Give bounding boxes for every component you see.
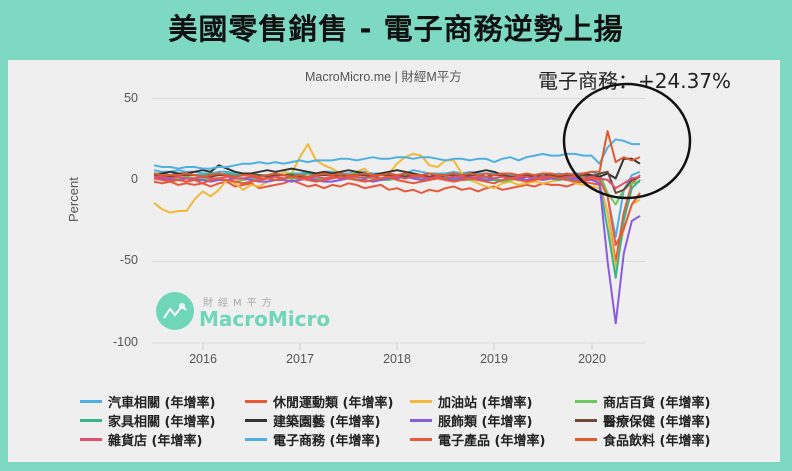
legend-swatch <box>575 437 597 441</box>
x-axis-ticks <box>202 343 593 350</box>
legend-item-food-beverage[interactable]: 食品飲料 (年增率) <box>575 430 740 449</box>
series-line <box>153 174 641 263</box>
legend-item-general-merchandise[interactable]: 商店百貨 (年增率) <box>575 392 740 411</box>
logo-chinese-text: 財經M平方 <box>203 297 277 309</box>
legend-swatch <box>245 418 267 422</box>
legend-swatch <box>410 399 432 403</box>
chart-legend: 汽車相關 (年增率) 休閒運動類 (年增率) 加油站 (年增率) 商店百貨 (年… <box>80 392 720 449</box>
legend-swatch <box>410 418 432 422</box>
ecommerce-annotation: 電子商務：+24.37% <box>538 69 732 93</box>
legend-item-auto[interactable]: 汽車相關 (年增率) <box>80 392 245 411</box>
legend-item-furniture[interactable]: 家具相關 (年增率) <box>80 411 245 430</box>
chart-trend-icon <box>156 292 194 330</box>
ytick-minus100: -100 <box>112 335 138 349</box>
legend-swatch <box>245 399 267 403</box>
macromicro-watermark: 財經M平方 MacroMicro <box>156 292 330 330</box>
series-line <box>153 143 641 271</box>
ytick-50: 50 <box>124 91 138 105</box>
legend-swatch <box>575 418 597 422</box>
legend-swatch <box>80 418 102 422</box>
legend-item-health[interactable]: 醫療保健 (年增率) <box>575 411 740 430</box>
legend-swatch <box>80 399 102 403</box>
series-line <box>154 175 641 325</box>
xtick-2017: 2017 <box>286 352 314 366</box>
legend-swatch <box>80 437 102 441</box>
legend-item-electronics[interactable]: 電子產品 (年增率) <box>410 430 575 449</box>
legend-swatch <box>245 437 267 441</box>
xtick-2019: 2019 <box>480 352 508 366</box>
legend-swatch <box>575 399 597 403</box>
legend-item-grocery[interactable]: 雜貨店 (年增率) <box>80 430 245 449</box>
logo-english-text: MacroMicro <box>199 306 331 331</box>
series-lines <box>153 130 641 325</box>
series-line <box>153 138 640 170</box>
xtick-2020: 2020 <box>578 352 606 366</box>
ytick-0: 0 <box>131 172 138 186</box>
chart-credit: MacroMicro.me | 財經M平方 <box>305 70 462 84</box>
gridlines <box>152 98 645 344</box>
legend-item-ecommerce[interactable]: 電子商務 (年增率) <box>245 430 410 449</box>
xtick-2018: 2018 <box>383 352 411 366</box>
legend-swatch <box>410 437 432 441</box>
xtick-2016: 2016 <box>189 352 217 366</box>
ytick-minus50: -50 <box>119 253 138 267</box>
legend-item-building-garden[interactable]: 建築園藝 (年增率) <box>245 411 410 430</box>
highlight-circle <box>562 82 692 200</box>
legend-item-leisure[interactable]: 休閒運動類 (年增率) <box>245 392 410 411</box>
series-line <box>153 130 641 178</box>
legend-item-clothing[interactable]: 服飾類 (年增率) <box>410 411 575 430</box>
page-title: 美國零售銷售 - 電子商務逆勢上揚 <box>168 12 624 46</box>
legend-item-gas[interactable]: 加油站 (年增率) <box>410 392 575 411</box>
series-line <box>153 175 641 247</box>
